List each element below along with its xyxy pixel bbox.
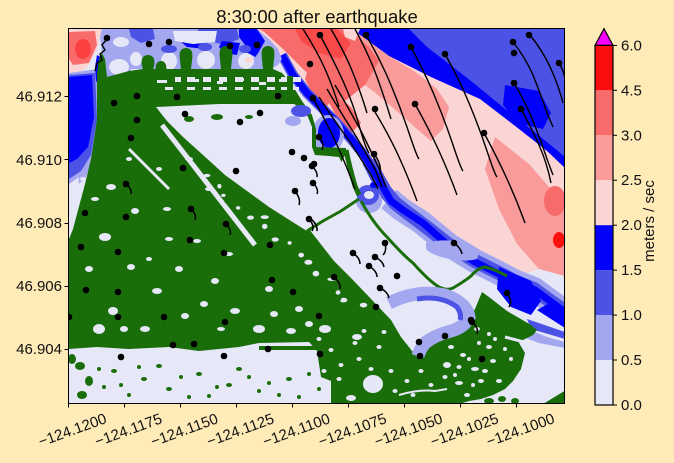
svg-text:2.0: 2.0 [621,217,642,234]
svg-text:3.0: 3.0 [621,127,642,144]
svg-text:2.5: 2.5 [621,172,642,189]
svg-text:46.908: 46.908 [16,215,62,232]
svg-text:1.5: 1.5 [621,262,642,279]
svg-text:6.0: 6.0 [621,37,642,54]
svg-text:46.912: 46.912 [16,89,62,106]
svg-text:0.0: 0.0 [621,397,642,414]
svg-text:1.0: 1.0 [621,307,642,324]
svg-text:4.5: 4.5 [621,82,642,99]
svg-text:46.906: 46.906 [16,278,62,295]
svg-text:8:30:00 after earthquake: 8:30:00 after earthquake [216,6,418,27]
svg-text:meters / sec: meters / sec [641,180,658,262]
svg-text:0.5: 0.5 [621,352,642,369]
svg-text:46.904: 46.904 [16,341,62,358]
svg-text:46.910: 46.910 [16,152,62,169]
